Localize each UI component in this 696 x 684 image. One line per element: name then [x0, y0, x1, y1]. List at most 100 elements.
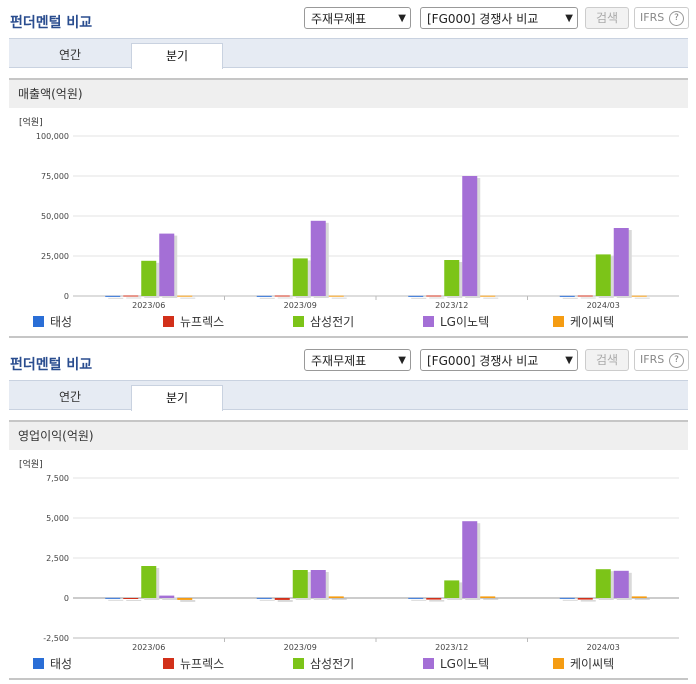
bar-shadow [162, 597, 178, 600]
bar[interactable] [426, 295, 442, 297]
section-header: 영업이익(억원) [9, 420, 688, 450]
help-icon: ? [669, 11, 684, 26]
y-tick-label: 75,000 [41, 172, 69, 181]
tab-quarterly[interactable]: 분기 [131, 385, 223, 411]
ifrs-help-button[interactable]: IFRS? [634, 349, 689, 371]
bar[interactable] [105, 597, 121, 599]
y-unit-label: [억원] [19, 458, 43, 470]
bar[interactable] [328, 295, 344, 297]
ifrs-label: IFRS [640, 11, 665, 24]
bar[interactable] [559, 295, 575, 297]
bar[interactable] [631, 295, 647, 297]
legend-label: 삼성전기 [310, 315, 355, 329]
bar[interactable] [426, 598, 442, 600]
bar[interactable] [310, 220, 326, 296]
x-tick-label: 2023/06 [132, 301, 165, 308]
peer-select[interactable]: [FG000] 경쟁사 비교 ▼ [420, 349, 578, 371]
bar[interactable] [141, 566, 157, 598]
legend-item-samsung-electro[interactable]: 삼성전기 [293, 655, 354, 672]
legend-swatch [293, 658, 304, 669]
statement-select[interactable]: 주재무제표 ▼ [304, 349, 411, 371]
legend-swatch [293, 316, 304, 327]
bar[interactable] [123, 295, 139, 297]
bar[interactable] [177, 598, 193, 600]
bar[interactable] [480, 596, 496, 598]
bar[interactable] [177, 295, 193, 297]
x-tick-label: 2024/03 [587, 301, 620, 308]
bar[interactable] [256, 597, 272, 599]
search-button[interactable]: 검색 [585, 349, 629, 371]
bar[interactable] [292, 570, 308, 598]
bar[interactable] [159, 595, 175, 598]
bar[interactable] [310, 570, 326, 598]
bar[interactable] [328, 596, 344, 598]
ifrs-label: IFRS [640, 353, 665, 366]
legend-label: LG이노텍 [440, 315, 490, 329]
bar[interactable] [159, 233, 175, 296]
fundamental-panel-operating-income: 펀더멘털 비교 주재무제표 ▼ [FG000] 경쟁사 비교 ▼ 검색 IFRS? … [0, 342, 696, 684]
x-tick-label: 2023/12 [435, 301, 468, 308]
bar-shadow [483, 297, 499, 299]
bar[interactable] [595, 254, 611, 296]
tab-quarterly[interactable]: 분기 [131, 43, 223, 69]
statement-select[interactable]: 주재무제표 ▼ [304, 7, 411, 29]
bar[interactable] [613, 570, 629, 598]
bar[interactable] [292, 258, 308, 296]
panel-divider [9, 336, 688, 338]
bar[interactable] [274, 598, 290, 600]
bar[interactable] [595, 569, 611, 598]
legend-item-newflex[interactable]: 뉴프렉스 [163, 313, 224, 330]
bar-shadow [483, 598, 499, 600]
legend-item-lg-innotek[interactable]: LG이노텍 [423, 313, 489, 330]
period-tabs: 연간 분기 [9, 380, 688, 411]
legend-item-newflex[interactable]: 뉴프렉스 [163, 655, 224, 672]
bar[interactable] [141, 260, 157, 296]
y-tick-label: 100,000 [36, 132, 69, 141]
bar[interactable] [105, 295, 121, 297]
x-tick-label: 2023/12 [435, 643, 468, 650]
legend-item-kctech[interactable]: 케이씨텍 [553, 313, 614, 330]
tab-annual[interactable]: 연간 [58, 390, 82, 404]
x-tick-label: 2023/09 [284, 301, 317, 308]
bar[interactable] [631, 596, 647, 598]
x-tick-label: 2023/09 [284, 643, 317, 650]
bar-shadow [429, 297, 445, 299]
chevron-down-icon: ▼ [398, 13, 406, 24]
search-button[interactable]: 검색 [585, 7, 629, 29]
bar[interactable] [274, 295, 290, 297]
bar[interactable] [462, 521, 478, 598]
bar[interactable] [123, 598, 139, 599]
bar-shadow [126, 297, 142, 299]
bar[interactable] [408, 295, 424, 297]
peer-select[interactable]: [FG000] 경쟁사 비교 ▼ [420, 7, 578, 29]
legend-item-lg-innotek[interactable]: LG이노텍 [423, 655, 489, 672]
legend-item-taesung[interactable]: 태성 [33, 655, 72, 672]
bar[interactable] [444, 580, 460, 598]
bar[interactable] [408, 597, 424, 599]
legend-item-samsung-electro[interactable]: 삼성전기 [293, 313, 354, 330]
legend-item-taesung[interactable]: 태성 [33, 313, 72, 330]
bar[interactable] [559, 597, 575, 599]
legend-swatch [163, 316, 174, 327]
bar[interactable] [462, 176, 478, 296]
bar-shadow [277, 297, 293, 299]
x-tick-label: 2023/06 [132, 643, 165, 650]
bar[interactable] [256, 295, 272, 297]
bar[interactable] [577, 598, 593, 600]
ifrs-help-button[interactable]: IFRS? [634, 7, 689, 29]
period-tabs: 연간 분기 [9, 38, 688, 69]
bar[interactable] [577, 295, 593, 297]
bar[interactable] [480, 295, 496, 297]
bar[interactable] [444, 260, 460, 296]
bar-shadow [259, 599, 275, 601]
statement-select-value: 주재무제표 [311, 354, 367, 368]
bar[interactable] [613, 228, 629, 296]
y-tick-label: 2,500 [46, 554, 69, 563]
legend-item-kctech[interactable]: 케이씨텍 [553, 655, 614, 672]
tab-annual[interactable]: 연간 [58, 48, 82, 62]
operating-income-chart: [억원] -2,500 0 2,500 5,000 7,500 2023/06 2023/09… [19, 458, 679, 650]
bar-shadow [634, 297, 650, 299]
legend-label: 케이씨텍 [570, 657, 615, 671]
chevron-down-icon: ▼ [565, 355, 573, 366]
chevron-down-icon: ▼ [565, 13, 573, 24]
